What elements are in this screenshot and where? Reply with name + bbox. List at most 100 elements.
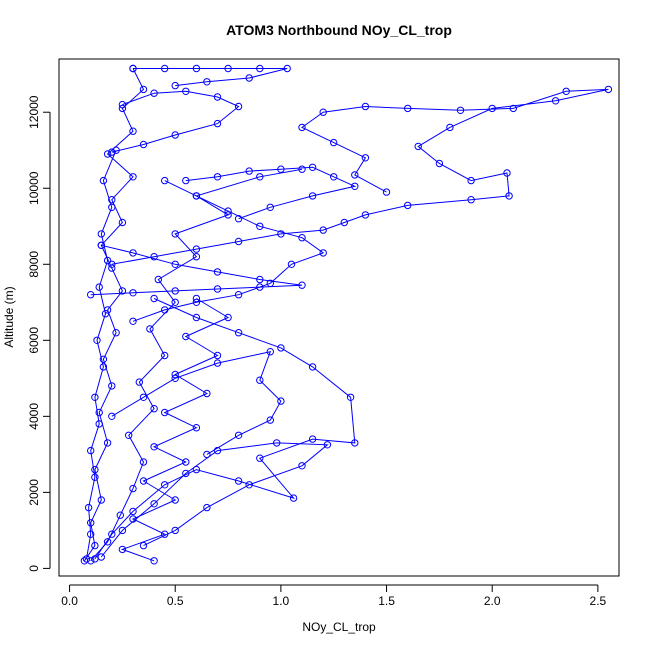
data-point: [103, 256, 112, 265]
data-point: [213, 285, 222, 293]
y-tick-label: 8000: [27, 251, 41, 278]
data-point: [171, 287, 179, 295]
data-point: [234, 291, 243, 299]
data-point: [319, 108, 327, 116]
data-point: [192, 192, 201, 200]
data-point: [129, 289, 137, 297]
data-point: [171, 81, 179, 90]
data-point: [161, 351, 169, 360]
data-point: [213, 173, 222, 181]
data-point: [99, 363, 108, 371]
data-point: [213, 268, 222, 276]
data-point: [330, 173, 338, 181]
data-point: [171, 298, 179, 306]
data-point: [234, 215, 243, 223]
data-point: [256, 283, 264, 291]
data-point: [340, 218, 348, 227]
data-point: [171, 370, 179, 379]
series-line-12: [120, 298, 230, 562]
data-point: [108, 382, 116, 390]
data-point: [97, 553, 106, 561]
data-point: [351, 182, 359, 191]
data-point: [146, 325, 154, 333]
data-point: [308, 363, 317, 371]
data-point: [446, 123, 454, 132]
data-point: [277, 344, 285, 352]
data-point: [203, 78, 211, 86]
data-point: [161, 530, 169, 538]
data-point: [161, 306, 169, 314]
data-point: [192, 313, 201, 322]
data-point: [266, 348, 274, 356]
x-tick-label: 0.5: [167, 594, 184, 608]
data-point: [203, 389, 211, 398]
data-point: [139, 85, 148, 94]
data-point: [91, 473, 99, 481]
data-point: [84, 503, 93, 512]
y-tick-label: 4000: [27, 403, 41, 430]
data-point: [118, 100, 127, 109]
data-point: [382, 188, 391, 196]
data-point: [97, 230, 106, 238]
data-point: [256, 222, 264, 231]
data-point: [108, 203, 116, 212]
series-line-9: [111, 90, 240, 153]
data-point: [404, 104, 412, 113]
data-point: [182, 176, 190, 185]
x-tick-label: 1.5: [378, 594, 395, 608]
data-point: [298, 165, 306, 173]
data-point: [509, 104, 517, 113]
data-point: [203, 503, 211, 512]
data-point: [118, 287, 127, 295]
y-axis-label: Altitude (m): [2, 286, 16, 347]
chart-title: ATOM3 Northbound NOy_CL_trop: [226, 22, 452, 38]
data-point: [234, 237, 243, 246]
data-point: [323, 441, 332, 449]
data-point: [245, 481, 253, 489]
data-point: [234, 431, 243, 439]
data-point: [283, 64, 291, 73]
data-point: [103, 439, 112, 447]
data-point: [135, 378, 144, 386]
series-line-4: [100, 442, 329, 558]
data-point: [298, 234, 306, 242]
data-point: [108, 196, 116, 204]
data-point: [256, 173, 264, 181]
data-point: [551, 97, 560, 105]
data-point: [129, 64, 137, 73]
data-point: [97, 241, 106, 250]
data-point: [171, 496, 179, 504]
data-point: [224, 207, 232, 215]
data-point: [192, 294, 201, 303]
data-point: [82, 555, 91, 563]
data-point: [129, 515, 137, 523]
data-point: [97, 496, 106, 504]
data-point: [139, 458, 148, 466]
data-point: [505, 192, 513, 200]
data-point: [361, 211, 370, 219]
data-point: [287, 260, 296, 268]
data-point: [118, 218, 127, 227]
data-point: [289, 494, 298, 502]
data-point: [87, 530, 95, 538]
data-point: [256, 275, 264, 284]
data-point: [129, 507, 137, 516]
data-point: [256, 454, 264, 462]
data-point: [108, 530, 116, 538]
data-point: [298, 123, 306, 132]
data-point: [234, 477, 243, 485]
data-point: [213, 351, 222, 360]
data-point: [101, 310, 110, 318]
data-point: [171, 374, 179, 382]
data-point: [118, 104, 127, 113]
data-point: [256, 64, 264, 73]
data-point: [604, 85, 613, 94]
data-point: [213, 93, 222, 101]
data-point: [150, 253, 158, 261]
data-point: [213, 446, 222, 455]
data-point: [298, 462, 306, 470]
data-point: [161, 176, 169, 185]
series-line-6: [132, 180, 325, 322]
data-point: [87, 446, 95, 455]
